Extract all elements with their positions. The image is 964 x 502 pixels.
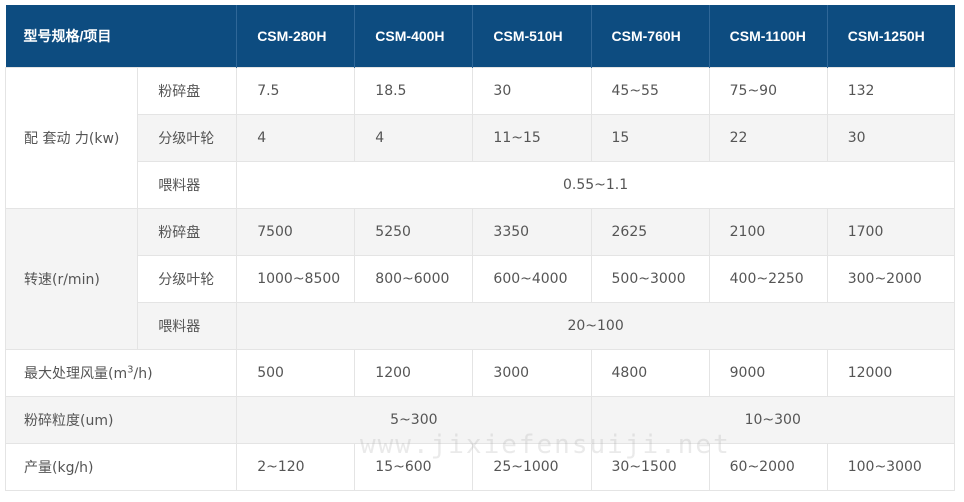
header-model: CSM-400H (354, 5, 474, 67)
header-row: 型号规格/项目 CSM-280H CSM-400H CSM-510H CSM-7… (5, 5, 955, 67)
table-row: 喂料器 0.55~1.1 (6, 160, 955, 209)
table-cell: 30 (472, 66, 592, 115)
table-cell: 30~1500 (590, 442, 710, 491)
airflow-label-text: 最大处理风量(m (24, 365, 128, 382)
table-cell: 3000 (472, 348, 592, 397)
table-cell: 800~6000 (354, 254, 474, 303)
airflow-label: 最大处理风量(m3/h) (4, 348, 238, 397)
table-cell: 5250 (354, 207, 474, 256)
table-cell: 400~2250 (708, 254, 828, 303)
table-cell: 45~55 (590, 66, 710, 115)
table-cell: 60~2000 (708, 442, 828, 491)
table-cell: 3350 (472, 207, 592, 256)
table-cell: 600~4000 (472, 254, 592, 303)
sub-label: 粉碎盘 (137, 207, 238, 256)
sub-label: 分级叶轮 (137, 113, 238, 162)
sub-label: 喂料器 (137, 301, 238, 350)
sub-label: 粉碎盘 (137, 66, 238, 115)
table-cell-merged: 10~300 (590, 395, 956, 444)
table-cell: 7500 (236, 207, 356, 256)
table-cell: 2~120 (236, 442, 356, 491)
table-cell: 500~3000 (590, 254, 710, 303)
table-row: 喂料器 20~100 (6, 301, 955, 350)
airflow-label-sup: 3 (127, 363, 134, 375)
header-model: CSM-1250H (827, 5, 955, 67)
table-row: 分级叶轮 1000~8500 800~6000 600~4000 500~300… (6, 254, 956, 303)
table-cell-merged: 5~300 (236, 395, 592, 444)
header-label: 型号规格/项目 (5, 5, 238, 67)
airflow-label-unit: /h) (133, 365, 153, 382)
table-cell-merged: 0.55~1.1 (236, 160, 955, 209)
table-cell: 2625 (590, 207, 710, 256)
header-model: CSM-510H (472, 5, 592, 67)
table-cell: 30 (826, 113, 956, 162)
sub-label: 分级叶轮 (137, 254, 238, 303)
table-cell: 15~600 (354, 442, 474, 491)
table-cell: 25~1000 (472, 442, 592, 491)
table-cell: 132 (826, 66, 956, 115)
sub-label: 喂料器 (137, 160, 238, 209)
table-cell: 75~90 (708, 66, 828, 115)
table-row: 转速(r/min) 粉碎盘 7500 5250 3350 2625 2100 1… (4, 207, 956, 350)
table-cell-merged: 20~100 (236, 301, 955, 350)
table-row: 最大处理风量(m3/h) 500 1200 3000 4800 9000 120… (4, 348, 956, 397)
table-cell: 100~3000 (826, 442, 956, 491)
table-cell: 4800 (590, 348, 710, 397)
table-cell: 2100 (708, 207, 828, 256)
table-cell: 7.5 (236, 66, 356, 115)
fineness-label: 粉碎粒度(um) (4, 395, 238, 444)
table-cell: 12000 (826, 348, 956, 397)
power-label: 配 套动 力(kw) (4, 66, 139, 209)
table-row: 产量(kg/h) 2~120 15~600 25~1000 30~1500 60… (4, 442, 956, 491)
table-cell: 500 (236, 348, 356, 397)
table-cell: 1000~8500 (236, 254, 356, 303)
table-cell: 15 (590, 113, 710, 162)
table-cell: 11~15 (472, 113, 592, 162)
header-model: CSM-1100H (709, 5, 828, 67)
table-cell: 300~2000 (826, 254, 956, 303)
table-row: 分级叶轮 4 4 11~15 15 22 30 (6, 113, 956, 162)
header-model: CSM-760H (591, 5, 710, 67)
table-row: 配 套动 力(kw) 粉碎盘 7.5 18.5 30 45~55 75~90 1… (4, 66, 956, 209)
output-label: 产量(kg/h) (4, 442, 238, 491)
table-cell: 1200 (354, 348, 474, 397)
table-cell: 9000 (708, 348, 828, 397)
table-cell: 18.5 (354, 66, 474, 115)
table-cell: 22 (708, 113, 828, 162)
table-cell: 4 (354, 113, 474, 162)
table-cell: 4 (236, 113, 356, 162)
table-cell: 1700 (826, 207, 956, 256)
header-model: CSM-280H (236, 5, 356, 67)
spec-table: 型号规格/项目 CSM-280H CSM-400H CSM-510H CSM-7… (4, 5, 956, 491)
speed-label: 转速(r/min) (4, 207, 139, 350)
table-row: 粉碎粒度(um) 5~300 10~300 (4, 395, 956, 444)
